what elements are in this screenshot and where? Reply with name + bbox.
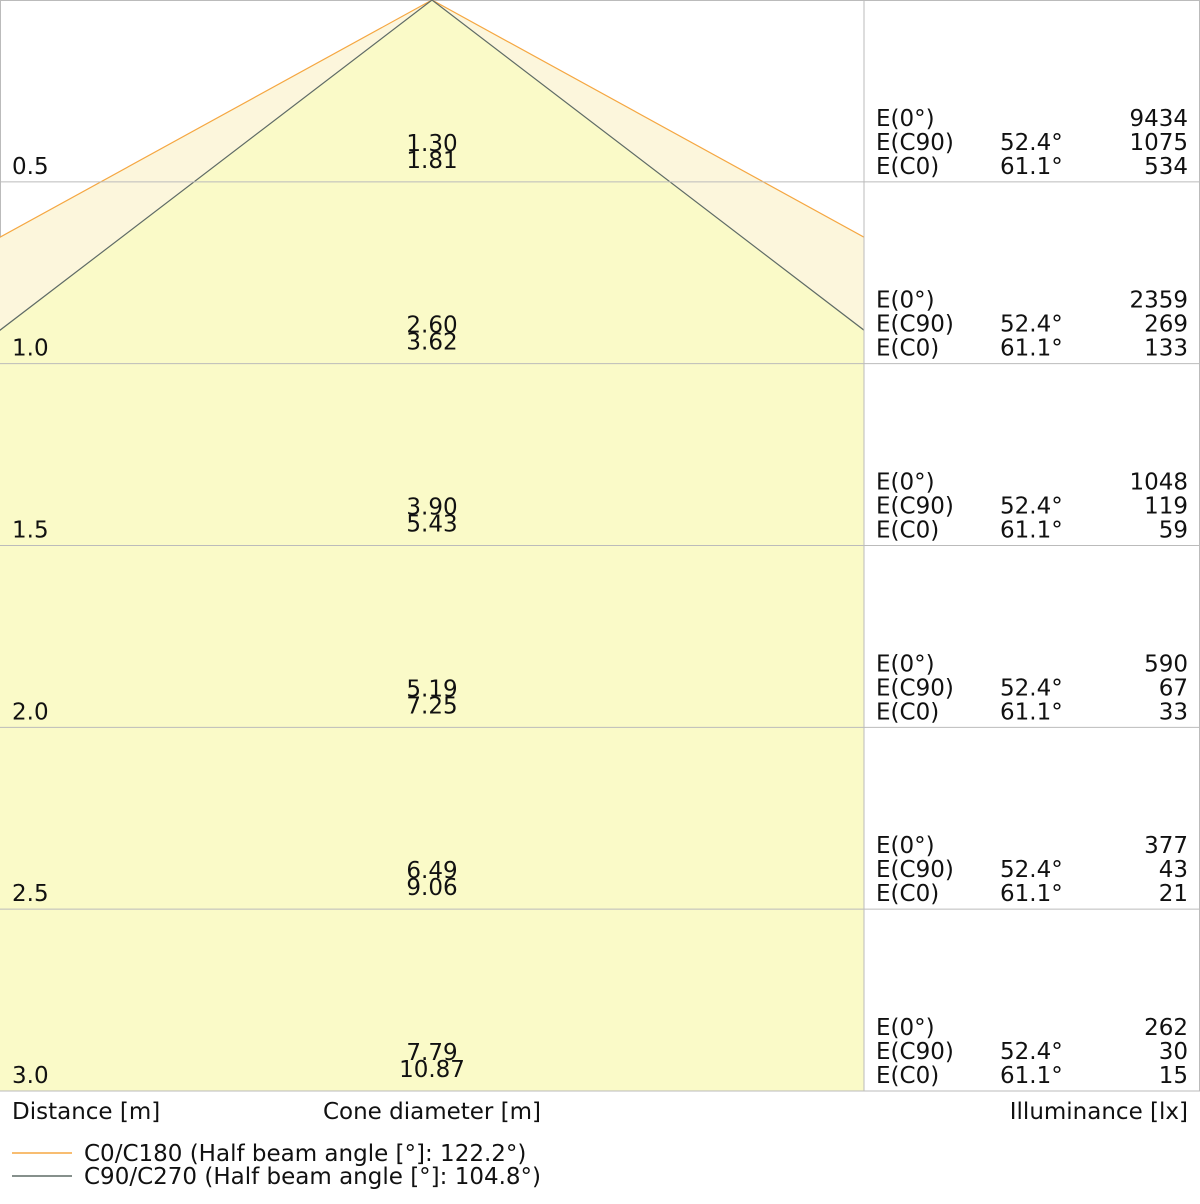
illuminance-value: 269 (1144, 312, 1188, 338)
angle-label: 52.4° (1000, 857, 1063, 883)
angle-label: 61.1° (1000, 881, 1063, 907)
illuminance-name: E(C0) (876, 336, 939, 362)
diameter-label: 10.87 (399, 1057, 465, 1083)
illuminance-name: E(0°) (876, 106, 935, 132)
illuminance-name: E(C0) (876, 881, 939, 907)
y-tick-label: 0.5 (12, 154, 49, 180)
angle-label: 52.4° (1000, 675, 1063, 701)
angle-label: 61.1° (1000, 336, 1063, 362)
illuminance-value: 119 (1144, 494, 1188, 520)
illuminance-value: 1048 (1129, 470, 1188, 496)
angle-label: 52.4° (1000, 494, 1063, 520)
illuminance-name: E(C0) (876, 518, 939, 544)
angle-label: 52.4° (1000, 1039, 1063, 1065)
illuminance-value: 21 (1159, 881, 1188, 907)
illuminance-value: 33 (1159, 699, 1188, 725)
legend-label: C0/C180 (Half beam angle [°]: 122.2°) (84, 1141, 526, 1167)
illuminance-name: E(C90) (876, 857, 954, 883)
illuminance-name: E(C90) (876, 312, 954, 338)
illuminance-value: 534 (1144, 154, 1188, 180)
y-tick-label: 1.0 (12, 336, 49, 362)
y-tick-label: 2.0 (12, 699, 49, 725)
illuminance-value: 59 (1159, 518, 1188, 544)
illuminance-name: E(C90) (876, 675, 954, 701)
legend-label: C90/C270 (Half beam angle [°]: 104.8°) (84, 1164, 541, 1190)
angle-label: 52.4° (1000, 312, 1063, 338)
illuminance-value: 67 (1159, 675, 1188, 701)
y-tick-label: 2.5 (12, 881, 49, 907)
illuminance-value: 43 (1159, 857, 1188, 883)
diameter-label: 5.43 (406, 512, 457, 538)
right-label: Illuminance [lx] (1010, 1099, 1188, 1125)
illuminance-value: 590 (1144, 651, 1188, 677)
illuminance-name: E(0°) (876, 470, 935, 496)
angle-label: 61.1° (1000, 699, 1063, 725)
angle-label: 61.1° (1000, 518, 1063, 544)
diameter-label: 3.90 (406, 495, 457, 521)
center-label: Cone diameter [m] (323, 1099, 541, 1125)
diameter-label: 3.62 (406, 330, 457, 356)
illuminance-name: E(0°) (876, 1015, 935, 1041)
angle-label: 61.1° (1000, 1063, 1063, 1089)
illuminance-value: 9434 (1129, 106, 1188, 132)
illuminance-name: E(0°) (876, 288, 935, 314)
illuminance-value: 1075 (1129, 130, 1188, 156)
illuminance-value: 2359 (1129, 288, 1188, 314)
diameter-label: 1.81 (406, 148, 457, 174)
angle-label: 52.4° (1000, 130, 1063, 156)
illuminance-name: E(C0) (876, 699, 939, 725)
illuminance-name: E(C90) (876, 130, 954, 156)
illuminance-value: 377 (1144, 833, 1188, 859)
diameter-label: 2.60 (406, 313, 457, 339)
illuminance-name: E(C90) (876, 1039, 954, 1065)
diameter-label: 5.19 (406, 676, 457, 702)
illuminance-name: E(C90) (876, 494, 954, 520)
x-label: Distance [m] (12, 1099, 160, 1125)
illuminance-value: 262 (1144, 1015, 1188, 1041)
y-tick-label: 3.0 (12, 1063, 49, 1089)
illuminance-name: E(C0) (876, 1063, 939, 1089)
diameter-label: 6.49 (406, 858, 457, 884)
illuminance-value: 15 (1159, 1063, 1188, 1089)
diameter-label: 7.79 (406, 1040, 457, 1066)
illuminance-value: 30 (1159, 1039, 1188, 1065)
illuminance-name: E(0°) (876, 833, 935, 859)
illuminance-name: E(0°) (876, 651, 935, 677)
y-tick-label: 1.5 (12, 518, 49, 544)
illuminance-name: E(C0) (876, 154, 939, 180)
angle-label: 61.1° (1000, 154, 1063, 180)
diameter-label: 9.06 (406, 875, 457, 901)
diameter-label: 7.25 (406, 693, 457, 719)
diameter-label: 1.30 (406, 131, 457, 157)
illuminance-value: 133 (1144, 336, 1188, 362)
